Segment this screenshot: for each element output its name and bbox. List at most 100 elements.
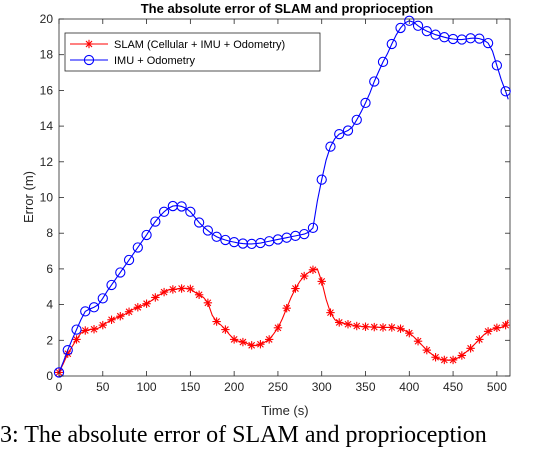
- data-point: [431, 353, 440, 362]
- data-point: [81, 326, 90, 335]
- data-point: [185, 206, 196, 217]
- data-point: [212, 317, 221, 326]
- data-point: [89, 325, 99, 334]
- data-point: [360, 97, 371, 109]
- data-point: [53, 367, 65, 378]
- data-point: [351, 114, 362, 126]
- y-tick-label: 16: [40, 83, 54, 97]
- data-point: [116, 312, 125, 321]
- data-point: [457, 351, 467, 360]
- legend-marker: [84, 39, 94, 49]
- data-point: [168, 285, 178, 294]
- x-tick-label: 150: [180, 380, 200, 394]
- data-point: [404, 15, 415, 26]
- data-point: [151, 293, 160, 302]
- legend-marker: [83, 54, 95, 66]
- x-tick-label: 200: [224, 380, 244, 394]
- y-tick-label: 20: [40, 12, 54, 26]
- data-point: [317, 277, 326, 286]
- x-tick-label: 300: [312, 380, 332, 394]
- data-point: [491, 60, 503, 71]
- x-tick-label: 500: [487, 380, 507, 394]
- data-point: [343, 320, 353, 329]
- data-point: [256, 340, 265, 349]
- x-axis: 0 50 100 150 200 250 300 350 400 450 500: [56, 19, 507, 394]
- x-tick-label: 100: [137, 380, 157, 394]
- legend-label: IMU + Odometry: [114, 55, 195, 67]
- data-point: [482, 37, 494, 49]
- plot-area: [53, 15, 511, 378]
- data-point: [106, 279, 117, 291]
- series-line: [58, 20, 509, 373]
- data-point: [142, 299, 151, 308]
- y-tick-label: 12: [40, 155, 54, 169]
- data-point: [475, 335, 484, 344]
- data-point: [334, 128, 345, 140]
- data-point: [80, 306, 91, 317]
- data-point: [308, 265, 318, 274]
- data-point: [501, 320, 510, 330]
- data-point: [300, 271, 309, 281]
- data-point: [369, 76, 380, 87]
- y-tick-label: 14: [40, 119, 54, 133]
- data-point: [247, 341, 256, 350]
- data-point: [158, 206, 170, 217]
- x-tick-label: 250: [268, 380, 288, 394]
- legend-label: SLAM (Cellular + IMU + Odometry): [114, 39, 285, 51]
- series-imu-odometry: [53, 15, 511, 378]
- data-point: [352, 321, 361, 331]
- data-point: [500, 86, 511, 97]
- data-point: [186, 284, 195, 294]
- data-point: [193, 217, 205, 228]
- data-point: [132, 242, 143, 253]
- data-point: [412, 20, 424, 31]
- y-axis-label: Error (m): [21, 171, 36, 223]
- data-point: [326, 308, 335, 317]
- data-point: [378, 323, 388, 332]
- data-point: [335, 318, 344, 327]
- plot-frame: [58, 18, 511, 377]
- data-point: [316, 174, 327, 185]
- data-point: [176, 201, 187, 212]
- data-point: [238, 337, 248, 347]
- data-point: [115, 267, 126, 278]
- data-point: [98, 320, 107, 330]
- x-axis-label: Time (s): [261, 403, 308, 418]
- y-tick-label: 8: [46, 226, 53, 240]
- data-point: [386, 38, 397, 50]
- y-tick-label: 10: [40, 191, 54, 205]
- data-point: [440, 355, 449, 365]
- data-point: [273, 323, 283, 333]
- data-point: [123, 254, 135, 266]
- data-point: [203, 298, 213, 308]
- x-tick-label: 450: [443, 380, 463, 394]
- data-point: [177, 284, 186, 293]
- data-point: [325, 141, 336, 152]
- data-point: [299, 228, 310, 240]
- data-point: [405, 328, 414, 338]
- data-point: [72, 335, 81, 344]
- x-tick-label: 0: [56, 380, 63, 394]
- data-point: [141, 229, 152, 241]
- data-point: [159, 287, 169, 297]
- data-point: [133, 303, 143, 312]
- data-point: [71, 324, 82, 335]
- data-point: [448, 355, 458, 365]
- y-tick-label: 18: [40, 48, 54, 62]
- legend-box: [64, 32, 321, 72]
- data-point: [387, 323, 396, 332]
- data-point: [124, 307, 134, 316]
- x-tick-label: 350: [355, 380, 375, 394]
- data-point: [291, 284, 300, 293]
- data-point: [395, 22, 406, 34]
- x-tick-label: 400: [399, 380, 419, 394]
- data-point: [483, 327, 493, 336]
- data-point: [307, 222, 319, 233]
- data-point: [422, 345, 432, 355]
- data-point: [88, 302, 100, 313]
- data-point: [474, 33, 485, 44]
- data-point: [62, 344, 73, 356]
- y-tick-label: 0: [46, 369, 53, 383]
- data-point: [342, 125, 354, 136]
- y-tick-label: 4: [46, 298, 53, 312]
